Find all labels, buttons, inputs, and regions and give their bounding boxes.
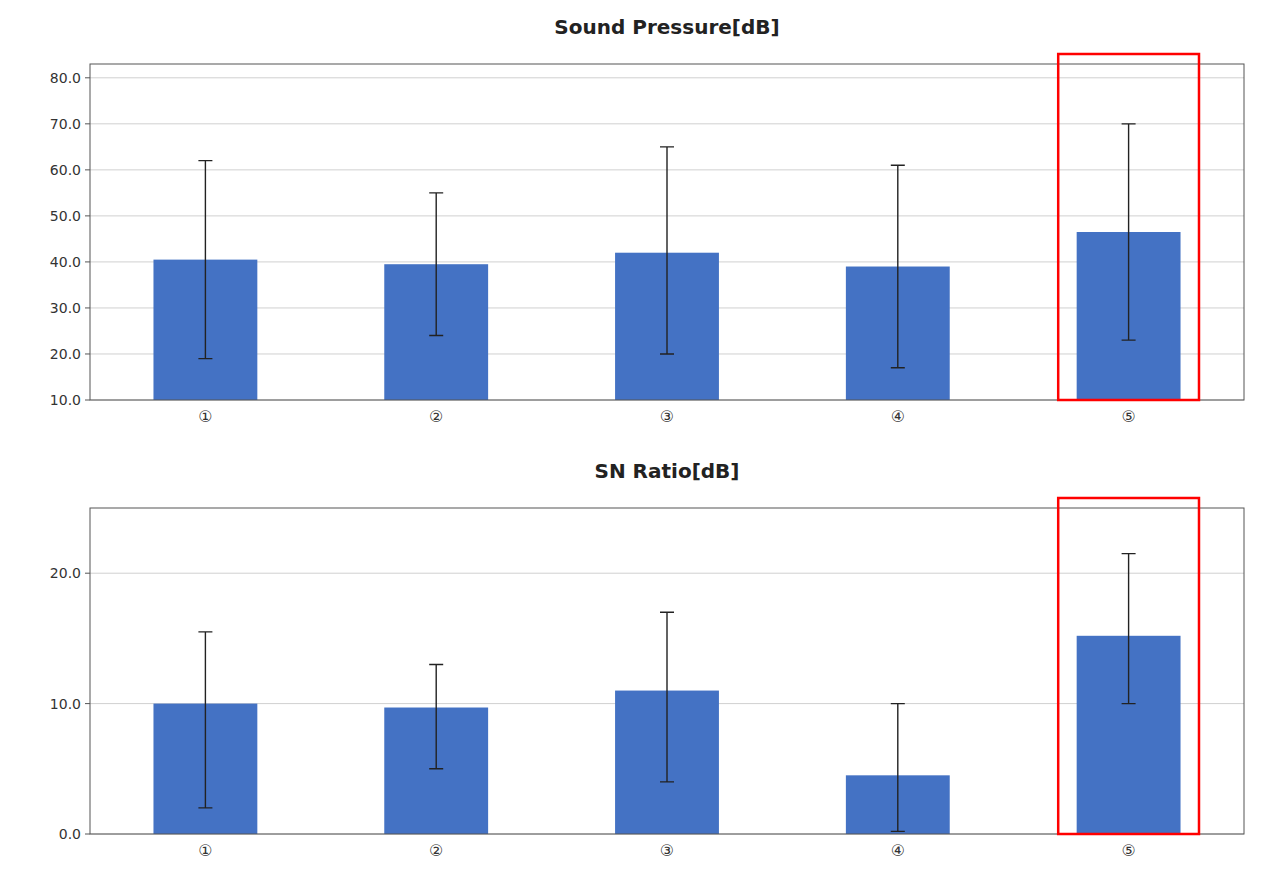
tick-label: 20.0 [50, 346, 81, 362]
grid-line [90, 573, 1244, 574]
category-label: ③ [660, 841, 674, 860]
category-label: ② [429, 407, 443, 426]
error-bar [1122, 554, 1136, 704]
tick-label: 0.0 [59, 826, 81, 842]
category-label: ⑤ [1121, 407, 1135, 426]
tick-label: 60.0 [50, 162, 81, 178]
tick-label: 40.0 [50, 254, 81, 270]
tick-label: 50.0 [50, 208, 81, 224]
error-bar [198, 632, 212, 808]
tick-label: 20.0 [50, 565, 81, 581]
category-label: ① [198, 407, 212, 426]
tick-mark [85, 261, 90, 262]
tick-mark [85, 573, 90, 574]
plot-area [153, 124, 1180, 400]
plot-frame [90, 64, 1244, 400]
error-bar [660, 612, 674, 782]
chart-title: Sound Pressure[dB] [554, 15, 779, 39]
tick-mark [85, 215, 90, 216]
category-label: ④ [891, 407, 905, 426]
tick-mark [85, 169, 90, 170]
chart-title: SN Ratio[dB] [595, 459, 740, 483]
chart-root: Sound Pressure[dB] 10.0 20.0 30.0 40.0 50.0 60… [0, 0, 1284, 892]
error-bar [660, 147, 674, 354]
panel: Sound Pressure[dB] 10.0 20.0 30.0 40.0 50.0 60… [50, 15, 1244, 426]
error-bar [1122, 124, 1136, 340]
tick-label: 10.0 [50, 696, 81, 712]
error-bar [429, 664, 443, 768]
category-label: ⑤ [1121, 841, 1135, 860]
tick-mark [85, 400, 90, 401]
tick-label: 30.0 [50, 300, 81, 316]
highlight-box [1058, 54, 1199, 400]
tick-label: 10.0 [50, 392, 81, 408]
grid-line [90, 77, 1244, 78]
plot-frame [90, 508, 1244, 834]
plot-area [153, 554, 1180, 834]
tick-mark [85, 123, 90, 124]
grid-line [90, 123, 1244, 124]
category-label: ④ [891, 841, 905, 860]
error-bar [891, 704, 905, 832]
error-bar [198, 161, 212, 359]
tick-mark [85, 353, 90, 354]
tick-mark [85, 834, 90, 835]
category-label: ② [429, 841, 443, 860]
tick-label: 80.0 [50, 70, 81, 86]
tick-label: 70.0 [50, 116, 81, 132]
tick-mark [85, 77, 90, 78]
error-bar [891, 165, 905, 368]
category-label: ① [198, 841, 212, 860]
tick-mark [85, 703, 90, 704]
category-label: ③ [660, 407, 674, 426]
tick-mark [85, 307, 90, 308]
error-bar [429, 193, 443, 336]
highlight-box [1058, 498, 1199, 834]
panel: SN Ratio[dB] 0.0 10.0 20.0 ① ② ③ ④ ⑤ [50, 459, 1244, 860]
